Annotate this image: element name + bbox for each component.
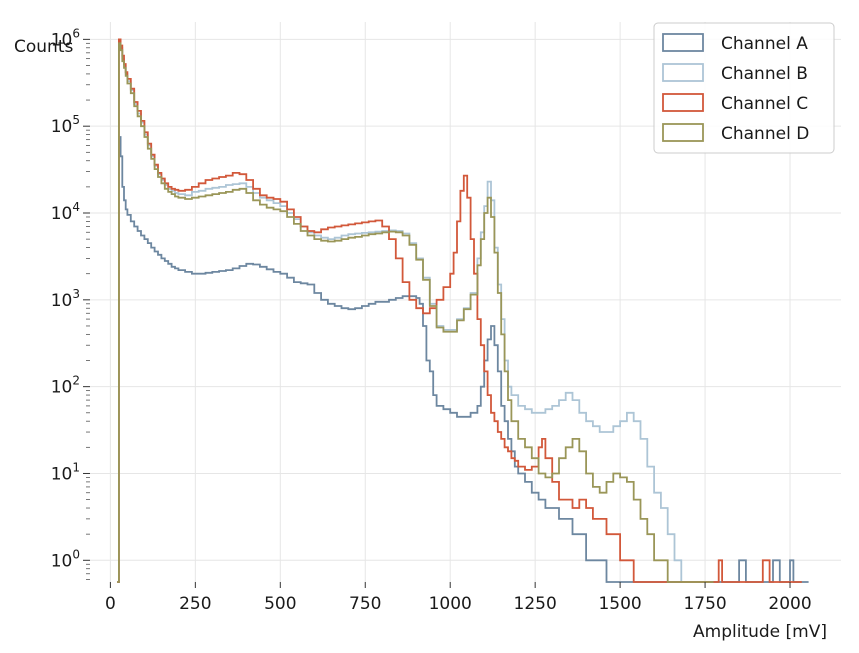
legend-label-channel-d: Channel D [721,124,809,144]
legend-label-channel-c: Channel C [721,94,808,114]
y-tick-label: 106 [51,26,80,50]
y-tick-label: 103 [51,287,80,311]
x-tick-label: 250 [179,594,211,614]
x-tick-label: 750 [349,594,381,614]
x-tick-label: 500 [264,594,296,614]
legend-label-channel-b: Channel B [721,64,808,84]
legend-frame [653,22,835,154]
x-tick-label: 1750 [683,594,726,614]
y-tick-label: 102 [51,374,80,398]
grid [90,22,841,582]
series-layer [117,38,809,583]
series-channel-c-line [117,38,802,583]
legend-swatch-channel-a [662,33,704,52]
x-tick-label: 1500 [598,594,641,614]
legend-swatch-channel-d [662,123,704,142]
x-axis-label: Amplitude [mV] [693,622,827,642]
y-tick-label: 104 [51,200,80,224]
y-tick-label: 100 [51,547,80,571]
legend-swatch-channel-b [662,63,704,82]
x-tick-label: 1250 [514,594,557,614]
legend: Channel A Channel B Channel C Channel D [653,22,835,154]
y-axis-label: Counts [14,37,73,57]
x-tick-label: 0 [105,594,116,614]
legend-label-channel-a: Channel A [721,34,808,54]
series-channel-a-line [117,136,809,583]
y-tick-label: 101 [51,460,80,484]
series-channel-b-line [117,40,700,583]
series-channel-d-line [117,42,714,583]
legend-swatch-channel-c [662,93,704,112]
x-tick-label: 2000 [768,594,811,614]
y-tick-label: 105 [51,113,80,137]
x-tick-label: 1000 [429,594,472,614]
axes: 0 250 500 750 1000 1250 1500 1750 2000 100 101 102 1… [51,26,812,614]
